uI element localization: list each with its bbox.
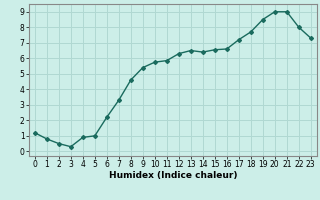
X-axis label: Humidex (Indice chaleur): Humidex (Indice chaleur): [108, 171, 237, 180]
